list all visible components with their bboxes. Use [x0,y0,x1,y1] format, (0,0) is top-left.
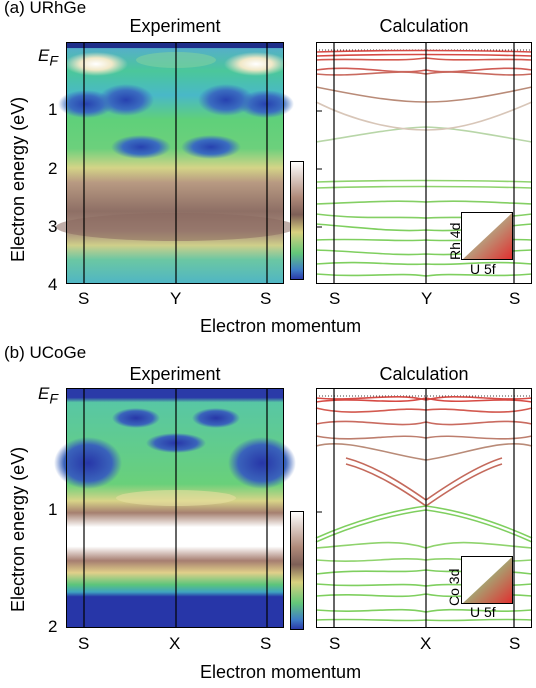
panel-a-x-axis-label: Electron momentum [200,316,362,336]
panel-a-calc-x-tick-1: S [329,289,341,308]
panel-b-y-tick-1: 1 [48,500,58,519]
panel-b-experiment-title: Experiment [129,364,221,384]
panel-b-calc-x-tick-1: S [329,634,341,653]
panel-b-legend-triangle [461,556,513,604]
panel-b-calc-x-tick-3: S [509,634,521,653]
panel-a-calc-x-tick-3: S [509,289,521,308]
panel-b-x-axis-label: Electron momentum [200,662,362,682]
panel-a-y-tick-4: 4 [48,275,58,294]
panel-b-exp-x-tick-1: S [78,634,90,653]
panel-a-y-tick-3: 3 [48,217,58,236]
panel-a-calc-x-tick-2: Y [421,289,433,308]
panel-a-exp-x-tick-3: S [260,289,272,308]
panel-a-tag: (a) URhGe [4,0,87,17]
panel-a-legend-triangle [461,212,513,260]
panel-a-legend-top: Rh 4d [447,222,463,260]
panel-a-calculation-title: Calculation [379,16,469,36]
panel-b-y-tick-2: 2 [48,617,58,636]
panel-b-ef-label: EF [38,384,58,408]
panel-b-calculation-bands [315,388,533,628]
panel-a-experiment-map [56,42,296,284]
panel-b-legend-top: Co 3d [446,568,462,606]
panel-a-experiment-title: Experiment [129,16,221,36]
panel-b-colorbar [290,511,304,630]
panel-a-y-axis-label: Electron energy (eV) [8,96,28,262]
panel-a-y-tick-1: 1 [48,100,58,119]
panel-a-exp-x-tick-2: Y [170,289,182,308]
panel-b-legend-bottom: U 5f [470,604,496,620]
panel-b-y-axis-label: Electron energy (eV) [8,446,28,612]
panel-b-calc-x-tick-2: X [420,634,432,653]
panel-b-exp-x-tick-3: S [260,634,272,653]
panel-b-tag: (b) UCoGe [4,343,87,362]
panel-a-y-tick-2: 2 [48,159,58,178]
panel-b-experiment-map [54,388,296,628]
panel-b-exp-x-tick-2: X [169,634,181,653]
panel-a-ef-label: EF [38,46,58,70]
panel-a-exp-x-tick-1: S [78,289,90,308]
panel-a-legend-bottom: U 5f [470,261,496,277]
panel-b-calculation-title: Calculation [379,364,469,384]
panel-a-colorbar [290,161,304,280]
